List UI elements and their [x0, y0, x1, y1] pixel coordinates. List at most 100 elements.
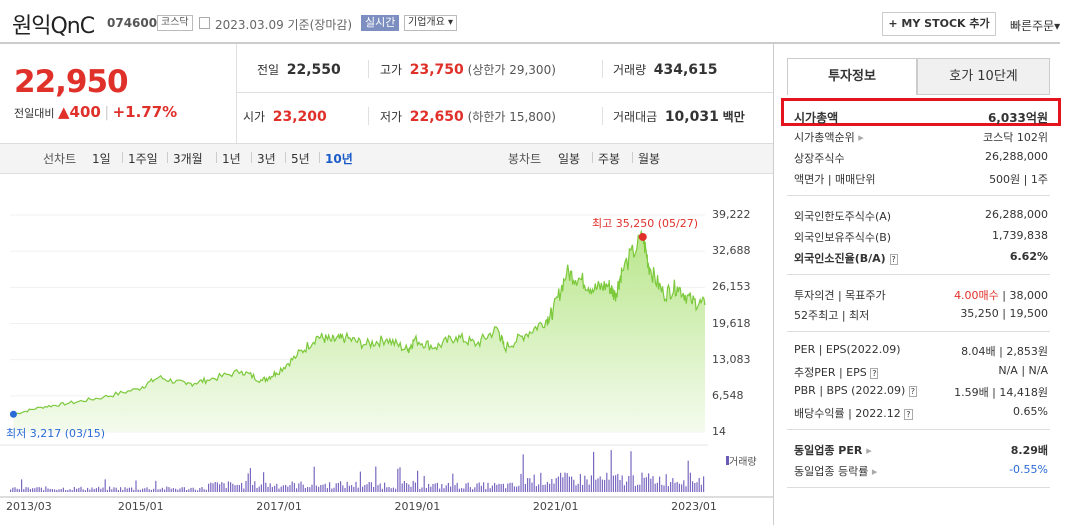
volume-bar [379, 483, 381, 492]
period-tab[interactable]: 3개월 [173, 152, 203, 166]
volume-bar [454, 485, 456, 492]
volume-bar [612, 475, 614, 492]
volume-bar [45, 486, 47, 492]
period-tab[interactable]: 3년 [257, 152, 276, 166]
volume-bar [258, 486, 260, 492]
volume-bar [608, 479, 610, 492]
candle-tab[interactable]: 월봉 [638, 152, 661, 166]
tab-orderbook-10[interactable]: 호가 10단계 [917, 58, 1050, 95]
grid-divider [236, 44, 237, 143]
volume-bar [245, 481, 247, 492]
volume-bar [274, 485, 276, 492]
volume-bar [667, 486, 669, 492]
volume-bar [522, 454, 524, 492]
volume-bar [643, 477, 645, 492]
volume-bar [329, 482, 331, 492]
volume-bar [95, 488, 97, 492]
volume-bar [117, 490, 119, 492]
volume-bar [357, 487, 359, 492]
volume-bar [487, 482, 489, 492]
volume-bar [241, 482, 243, 492]
volume-bar [78, 487, 80, 492]
period-tab[interactable]: 1일 [92, 152, 111, 166]
tab-investment-info[interactable]: 투자정보 [787, 58, 917, 95]
volume-bar [49, 488, 51, 492]
volume-bar [291, 481, 293, 492]
period-tab[interactable]: 1주일 [128, 152, 158, 166]
volume-bar [254, 481, 256, 492]
volume-bar [137, 489, 139, 492]
volume-bar [267, 486, 269, 492]
volume-bar [390, 488, 392, 492]
volume-bar [47, 488, 49, 492]
volume-bar [544, 484, 546, 492]
volume-bar [529, 478, 531, 492]
up-arrow-icon: ▲ [57, 103, 70, 121]
period-tab[interactable]: 5년 [291, 152, 310, 166]
volume-bar [364, 485, 366, 492]
volume-bar [40, 487, 42, 492]
y-tick-label: 26,153 [712, 280, 751, 294]
volume-bar [353, 487, 355, 492]
volume-bar [271, 486, 273, 492]
price-chart[interactable] [0, 174, 773, 525]
y-tick-label: 6,548 [712, 388, 744, 402]
realtime-badge[interactable]: 실시간 [361, 15, 400, 31]
volume-bar [203, 489, 205, 492]
volume-bar [414, 482, 416, 492]
volume-bar [10, 489, 12, 492]
volume-bar [155, 480, 157, 492]
volume-bar [51, 489, 53, 492]
volume-bar [263, 472, 265, 492]
volume-bar [23, 489, 25, 492]
period-tab[interactable]: 10년 [325, 152, 353, 166]
volume-bar [507, 483, 509, 492]
volume-bar [124, 487, 126, 492]
my-stock-add-button[interactable]: + MY STOCK 추가 [882, 12, 996, 36]
volume-bar [441, 484, 443, 492]
change-percent: +1.77% [112, 103, 178, 121]
period-tab[interactable]: 1년 [222, 152, 241, 166]
volume-bar [342, 485, 344, 492]
volume-bar [201, 487, 203, 492]
volume-bar [412, 480, 414, 492]
volume-bars [10, 450, 705, 492]
chevron-down-icon: ▾ [448, 17, 454, 28]
volume-bar [531, 482, 533, 492]
candle-tab[interactable]: 일봉 [558, 152, 581, 166]
company-overview-button[interactable]: 기업개요 ▾ [404, 15, 458, 31]
quick-order-button[interactable]: 빠른주문▾ [1010, 17, 1060, 34]
volume-bar [568, 476, 570, 492]
volume-bar [177, 489, 179, 492]
high-annotation: 최고 35,250 (05/27) [592, 217, 699, 230]
volume-bar [359, 471, 361, 492]
high-point-marker [638, 232, 647, 241]
candle-tab[interactable]: 주봉 [598, 152, 621, 166]
volume-bar [384, 482, 386, 492]
volume-bar [128, 487, 130, 492]
volume-bar [456, 482, 458, 492]
volume-bar [683, 480, 685, 492]
y-tick-label: 14 [712, 425, 726, 438]
volume-bar [71, 490, 73, 492]
volume-bar [18, 489, 20, 492]
volume-bar [463, 488, 465, 492]
volume-bar [577, 483, 579, 492]
tab-separator [216, 152, 217, 163]
grid-divider [368, 107, 369, 125]
quick-order-label: 빠른주문 [1010, 19, 1055, 33]
volume-bar [505, 488, 507, 492]
volume-bar [335, 483, 337, 492]
volume-bar [417, 470, 419, 492]
volume-bar [304, 488, 306, 492]
volume-bar [157, 489, 159, 492]
volume-bar [331, 488, 333, 492]
volume-bar [144, 488, 146, 492]
volume-bar [348, 485, 350, 492]
volume-bar [566, 473, 568, 492]
x-tick-label: 2013/03 [6, 500, 52, 513]
volume-bar [672, 478, 674, 492]
section-divider [787, 429, 1050, 430]
volume-bar [293, 483, 295, 492]
volume-bar [432, 484, 434, 492]
